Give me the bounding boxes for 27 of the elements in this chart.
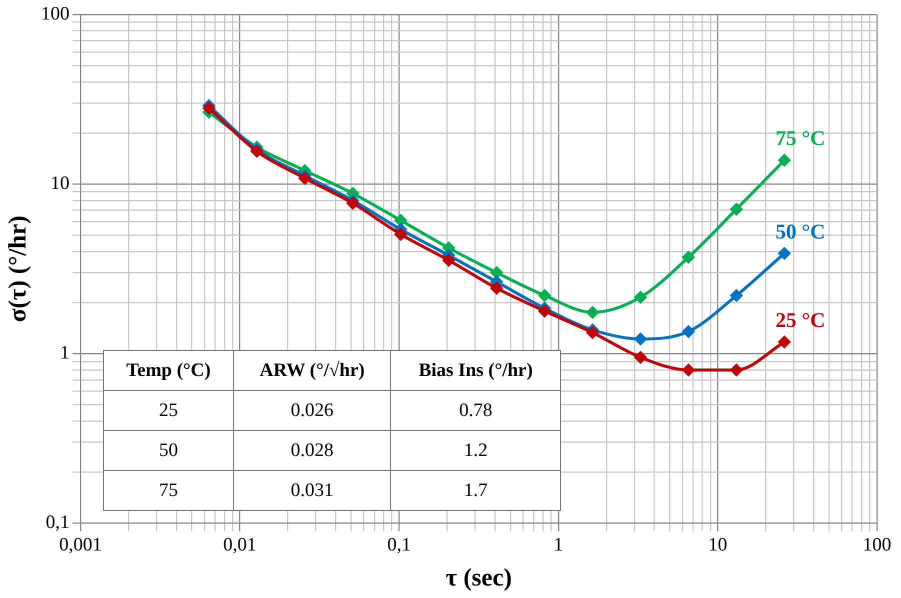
x-tick-label: 1	[554, 534, 564, 556]
series-label: 25 °C	[775, 308, 826, 332]
x-tick-label: 10	[708, 534, 728, 556]
y-tick-label: 1	[60, 342, 70, 364]
series-label: 75 °C	[775, 126, 826, 150]
y-tick-label: 0,1	[46, 512, 70, 534]
annotation: 0.026	[233, 390, 391, 430]
annotation: 0.031	[233, 470, 391, 510]
y-tick-label: 100	[41, 3, 70, 24]
x-axis-title: τ (sec)	[446, 564, 512, 592]
annotation: Bias Ins (°/hr)	[390, 350, 560, 390]
y-tick-label: 10	[50, 172, 70, 194]
x-tick-label: 100	[862, 534, 892, 556]
annotation: ARW (°/√hr)	[233, 350, 391, 390]
y-axis-title: σ(τ) (°/hr)	[4, 215, 32, 322]
annotation: 0.78	[390, 390, 560, 430]
series-label: 50 °C	[775, 219, 826, 244]
annotation: 1.7	[390, 470, 560, 510]
annotation: 1.2	[390, 430, 560, 470]
annotation: 0.028	[233, 430, 391, 470]
annotation: 75	[104, 470, 234, 510]
x-tick-label: 0,01	[223, 534, 256, 556]
x-tick-label: 0,1	[387, 534, 411, 556]
annotation: 25	[104, 390, 234, 430]
annotation: 50	[104, 430, 234, 470]
x-tick-label: 0,001	[59, 534, 102, 556]
annotation: Temp (°C)	[104, 350, 234, 390]
